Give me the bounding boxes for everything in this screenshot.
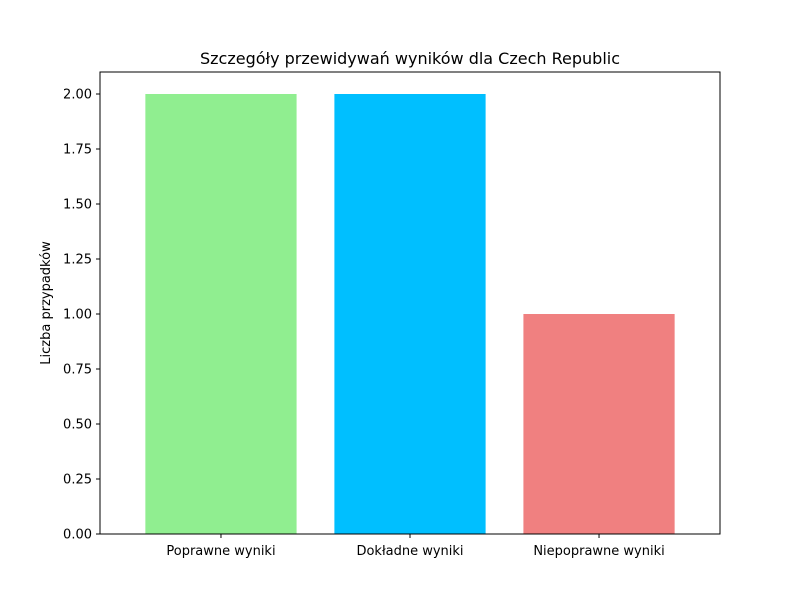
x-tick-label: Niepoprawne wyniki <box>533 544 664 559</box>
y-ticks-group: 0.00 0.25 0.50 0.75 1.00 1.25 1.50 1.75 2.00 <box>63 88 100 543</box>
y-axis-label: Liczba przypadków <box>39 241 54 365</box>
x-tick-label: Dokładne wyniki <box>356 544 463 559</box>
y-tick-label: 0.25 <box>63 473 92 488</box>
bar-1 <box>145 94 297 534</box>
chart-title: Szczegóły przewidywań wyników dla Czech … <box>200 49 620 68</box>
y-tick-label: 0.50 <box>63 418 92 433</box>
y-tick-label: 1.75 <box>63 143 92 158</box>
bars-group <box>145 94 675 534</box>
y-tick-label: 0.00 <box>63 528 92 543</box>
bar-2 <box>334 94 486 534</box>
y-tick-label: 0.75 <box>63 363 92 378</box>
y-tick-label: 1.00 <box>63 308 92 323</box>
bar-3 <box>523 314 675 534</box>
y-tick-label: 1.50 <box>63 198 92 213</box>
x-tick-label: Poprawne wyniki <box>166 544 275 559</box>
y-tick-label: 2.00 <box>63 88 92 103</box>
x-ticks-group: Poprawne wyniki Dokładne wyniki Niepoprawn… <box>166 534 665 559</box>
y-tick-label: 1.25 <box>63 253 92 268</box>
plot-frame <box>99 71 721 535</box>
